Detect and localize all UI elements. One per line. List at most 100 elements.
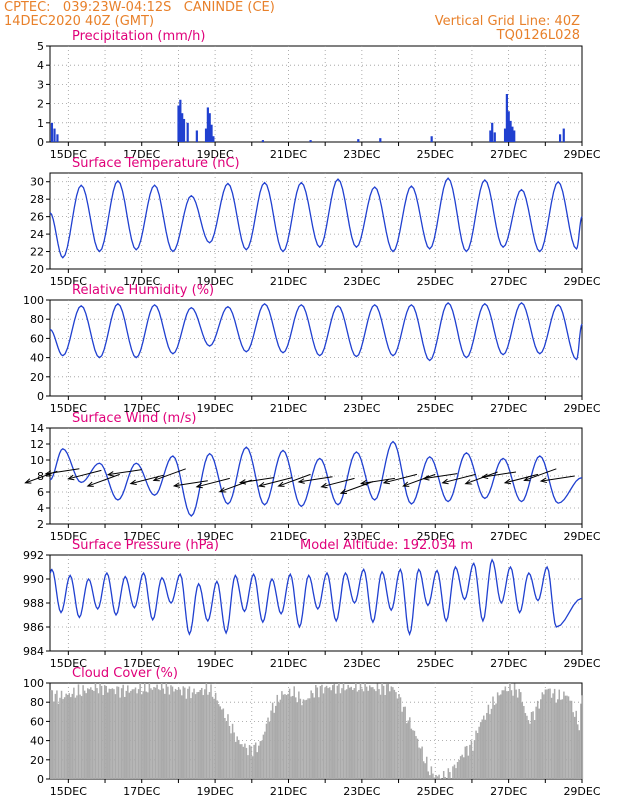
cloud-bar — [560, 699, 562, 779]
cloud-bar — [556, 699, 559, 779]
wind-arrowhead — [44, 470, 52, 476]
precip-bar — [195, 130, 198, 142]
cloud-bar — [79, 694, 81, 779]
wind-vector — [174, 480, 208, 487]
cloud-bar — [379, 694, 382, 779]
cloud-bar — [194, 694, 197, 779]
cloud-bar — [381, 683, 383, 779]
x-tick-label: 17DEC — [123, 785, 160, 798]
x-tick-label: 25DEC — [417, 785, 454, 798]
cloud-bar — [433, 777, 436, 779]
wind-arrowhead — [106, 471, 115, 477]
precip-bar — [430, 136, 433, 142]
cloud-bar — [237, 739, 240, 779]
cloud-bar — [552, 693, 554, 779]
x-tick-label: 25DEC — [417, 402, 454, 415]
cloud-bar — [256, 752, 258, 779]
y-tick-label: 60 — [30, 715, 44, 728]
cloud-bar — [184, 687, 186, 779]
cloud-bar — [73, 687, 75, 779]
cloud-bar — [455, 768, 457, 779]
cloud-bar — [207, 694, 209, 779]
cloud-bar — [171, 686, 174, 779]
panel-title: Relative Humidity (%) — [72, 283, 214, 298]
cloud-bar — [94, 683, 97, 779]
cloud-bar — [236, 736, 238, 779]
y-tick-label: 100 — [23, 294, 44, 307]
cloud-bar — [385, 684, 388, 779]
cloud-bar — [521, 702, 524, 779]
cloud-bar — [467, 755, 470, 779]
cloud-bar — [475, 730, 477, 779]
cloud-bar — [134, 687, 137, 779]
cloud-bar — [188, 686, 191, 779]
cloud-bar — [321, 684, 323, 779]
wind-vector — [68, 469, 102, 480]
cloud-bar — [151, 689, 154, 779]
precip-bar — [503, 128, 507, 142]
cloud-bar — [165, 683, 168, 779]
cloud-bar — [153, 686, 155, 779]
cloud-bar — [290, 696, 292, 779]
y-tick-label: 80 — [30, 696, 44, 709]
cloud-bar — [253, 744, 255, 779]
panel-1: 20 22 24 26 28 30 15DEC 17DEC 19DEC 21DEC 23DEC 25D… — [30, 156, 601, 288]
x-tick-label: 23DEC — [343, 530, 380, 543]
cloud-bar — [342, 683, 345, 779]
cloud-bar — [402, 706, 405, 779]
y-tick-label: 3 — [37, 78, 44, 91]
cloud-bar — [142, 691, 144, 779]
panel-title: Surface Pressure (hPa) — [72, 538, 219, 553]
x-tick-label: 27DEC — [490, 275, 527, 288]
y-tick-label: 10 — [30, 454, 44, 467]
wind-arrowhead — [218, 487, 226, 493]
cloud-bar — [405, 723, 408, 779]
cloud-bar — [419, 748, 422, 779]
cloud-bar — [429, 775, 431, 779]
wind-arrowhead — [422, 475, 430, 481]
y-tick-label: 992 — [23, 549, 44, 562]
cloud-bar — [77, 684, 80, 779]
panel-frame — [49, 172, 583, 270]
cloud-bar — [444, 777, 446, 779]
panel-2: 0 20 40 60 80 100 15DEC 17DEC 19DEC 21DEC 23DEC 25D… — [23, 283, 601, 415]
cloud-bar — [293, 686, 295, 779]
wind-arrowhead — [238, 479, 247, 485]
cloud-bar — [127, 685, 129, 779]
cloud-bar — [529, 723, 531, 779]
y-tick-label: 2 — [37, 518, 44, 531]
cloud-bar — [180, 695, 183, 779]
x-tick-label: 23DEC — [343, 785, 380, 798]
x-tick-label: 25DEC — [417, 657, 454, 670]
wind-vector — [240, 477, 274, 484]
y-tick-label: 5 — [37, 40, 44, 53]
wind-vector — [465, 471, 498, 485]
cloud-bar — [208, 692, 211, 779]
y-tick-label: 100 — [23, 677, 44, 690]
wind-arrowhead — [195, 482, 203, 489]
cloud-bar — [197, 691, 200, 779]
cloud-bar — [216, 700, 218, 779]
x-tick-label: 19DEC — [197, 657, 234, 670]
cloud-bar — [281, 691, 283, 779]
cloud-bar — [336, 685, 339, 779]
cloud-bar — [287, 693, 289, 779]
cloud-bar — [234, 741, 237, 779]
wind-vector — [196, 477, 230, 488]
wind-arrowhead — [152, 476, 160, 482]
cloud-bar — [382, 685, 385, 779]
cloud-bar — [296, 702, 299, 779]
cloud-bar — [439, 778, 442, 779]
precip-bar — [505, 94, 508, 142]
cloud-bar — [182, 686, 185, 779]
cloud-bar — [125, 690, 128, 779]
cloud-bar — [413, 730, 416, 779]
cloud-bar — [384, 694, 386, 779]
temperature-line — [49, 177, 583, 259]
cloud-bar — [486, 713, 488, 779]
cloud-bar — [404, 706, 406, 779]
y-tick-label: 990 — [23, 573, 44, 586]
x-tick-label: 21DEC — [270, 402, 307, 415]
x-tick-label: 21DEC — [270, 275, 307, 288]
